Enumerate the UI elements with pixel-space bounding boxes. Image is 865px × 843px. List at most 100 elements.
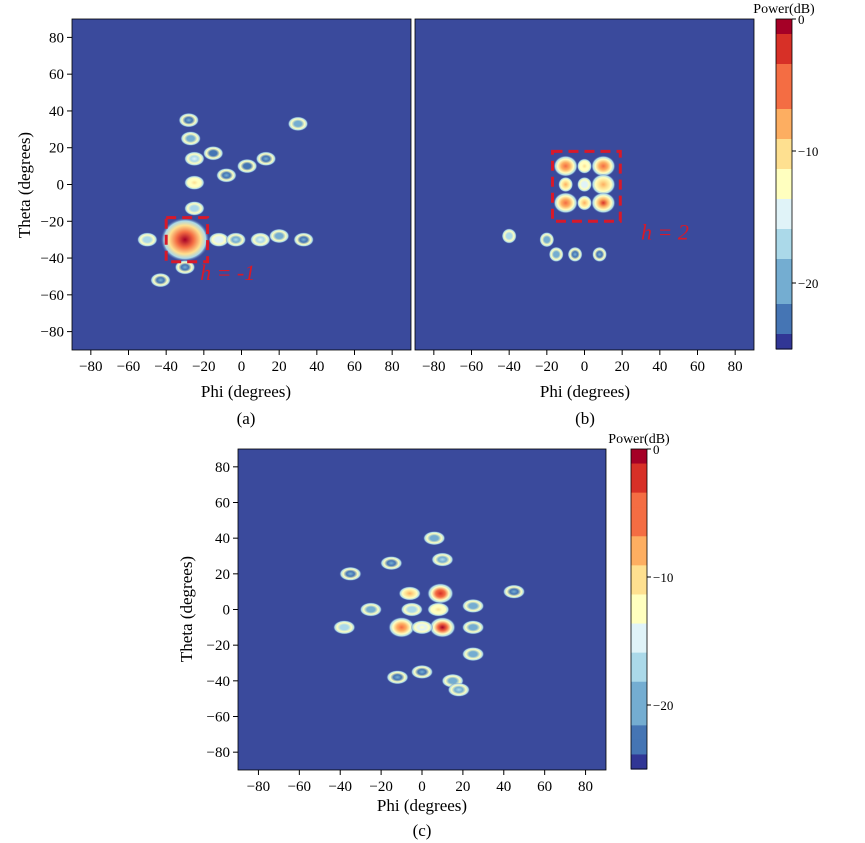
lobe — [423, 531, 446, 546]
x-tick-label: −60 — [288, 779, 311, 795]
colorbar-band — [631, 550, 647, 566]
lobe — [268, 228, 290, 244]
colorbar-band — [776, 244, 792, 260]
colorbar-band — [776, 79, 792, 95]
colorbar-title: Power(dB) — [753, 2, 815, 17]
panel-a: −80 −60 −40 −20 0 20 40 60 80 −80 −60 −40 −20 0 20 40 6… — [15, 18, 412, 428]
x-ticks-a: −80 −60 −40 −20 0 20 40 60 80 — [79, 350, 400, 375]
lobe — [359, 602, 383, 617]
colorbar-tick-label: 0 — [798, 12, 805, 27]
lobe — [410, 620, 434, 635]
lobe — [539, 231, 555, 248]
y-tick-label: 40 — [49, 104, 64, 120]
colorbar-band — [776, 274, 792, 290]
annotation-box — [164, 216, 210, 264]
y-tick-label: −40 — [41, 251, 64, 267]
y-tick-label: 0 — [57, 178, 65, 194]
colorbar-band — [631, 710, 647, 726]
plot-area-a — [71, 18, 412, 351]
colorbar-band — [776, 259, 792, 275]
lobes-c — [333, 531, 526, 697]
x-tick-label: −40 — [497, 359, 520, 375]
colorbar-band — [631, 507, 647, 523]
lobe — [461, 620, 485, 635]
lobe — [447, 682, 471, 697]
lobe — [174, 259, 196, 275]
x-axis-title-b: Phi (degrees) — [540, 382, 630, 401]
x-tick-label: −20 — [192, 359, 215, 375]
lobe — [380, 556, 403, 571]
lobe — [591, 173, 616, 196]
colorbar-band — [631, 623, 647, 639]
colorbar-band — [631, 463, 647, 479]
lobes-b — [501, 155, 616, 263]
lobe — [427, 602, 450, 617]
colorbar-band — [776, 94, 792, 110]
colorbar-frame — [775, 18, 793, 350]
colorbar-band — [631, 739, 647, 756]
x-tick-label: 40 — [496, 779, 511, 795]
lobe — [576, 176, 593, 193]
x-tick-label: 80 — [385, 359, 400, 375]
colorbar-band — [631, 579, 647, 596]
y-tick-label: −60 — [41, 288, 64, 304]
lobe — [591, 155, 616, 177]
lobe — [236, 158, 258, 174]
colorbar-band — [631, 536, 647, 552]
colorbar-band — [776, 19, 792, 35]
colorbar-band — [776, 169, 792, 185]
colorbar-band — [631, 638, 647, 654]
x-tick-label: 20 — [272, 359, 287, 375]
x-tick-label: −80 — [247, 779, 270, 795]
lobes-a — [136, 112, 315, 288]
lobe — [461, 646, 485, 662]
y-tick-label: −80 — [207, 745, 230, 761]
x-tick-label: 0 — [418, 779, 426, 795]
lobe — [548, 246, 564, 263]
y-tick-label: −60 — [207, 710, 230, 726]
lobe — [501, 228, 517, 244]
lobe — [386, 670, 409, 685]
lobe — [333, 620, 356, 635]
lobe — [558, 176, 574, 193]
y-tick-label: 60 — [215, 496, 230, 512]
colorbar-band — [776, 319, 792, 335]
lobe — [431, 552, 454, 567]
colorbar-band — [631, 449, 647, 465]
colorbar-band — [776, 34, 792, 50]
colorbar-band — [631, 565, 647, 581]
y-ticks-c: −80 −60 −40 −20 0 20 40 60 80 — [207, 460, 238, 761]
y-axis-title-c: Theta (degrees) — [177, 556, 196, 662]
panel-b: −80 −60 −40 −20 0 20 40 60 80 Phi (degrees) (b) … — [414, 2, 818, 428]
y-tick-label: 80 — [215, 460, 230, 476]
y-ticks-a: −80 −60 −40 −20 0 20 40 60 80 — [41, 30, 72, 341]
x-tick-label: −20 — [535, 359, 558, 375]
y-axis-title-a: Theta (degrees) — [15, 132, 34, 238]
colorbar-band — [631, 478, 647, 494]
lobe — [502, 584, 526, 599]
lobe — [202, 145, 224, 161]
colorbar-band — [631, 725, 647, 741]
x-tick-label: −60 — [460, 359, 483, 375]
colorbar-band — [776, 109, 792, 125]
lobe — [429, 616, 456, 638]
lobe — [293, 232, 315, 248]
colorbar-band — [776, 139, 792, 155]
colorbar-title: Power(dB) — [608, 432, 670, 447]
x-axis-title-c: Phi (degrees) — [377, 796, 467, 815]
colorbar-band — [776, 334, 792, 350]
colorbar-band — [631, 667, 647, 683]
lobe — [461, 598, 485, 614]
colorbar-band — [776, 154, 792, 170]
colorbar-tick-label: −20 — [798, 276, 818, 291]
x-tick-label: −80 — [422, 359, 445, 375]
colorbar-band — [631, 521, 647, 537]
lobe — [208, 232, 230, 248]
y-tick-label: 20 — [215, 567, 230, 583]
lobe — [398, 586, 421, 601]
colorbar-band — [776, 214, 792, 230]
x-tick-label: 20 — [615, 359, 630, 375]
lobe — [591, 192, 616, 214]
lobe — [136, 232, 158, 248]
lobe — [184, 151, 205, 167]
